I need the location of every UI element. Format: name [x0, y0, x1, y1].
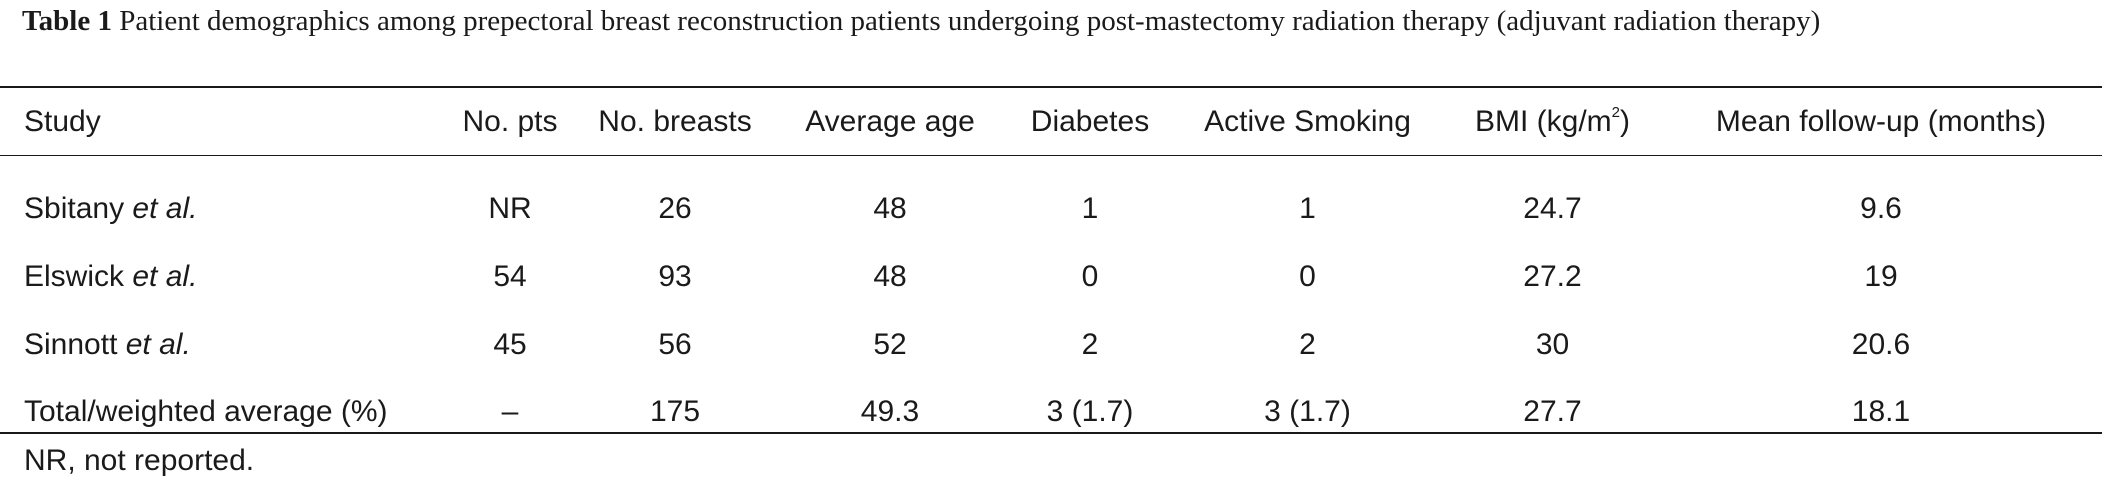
table-row: Elswick et al. 54 93 48 0 0 27.2 19: [0, 243, 2102, 311]
cell-pts: 54: [493, 260, 527, 293]
cell-breasts: 26: [658, 192, 692, 225]
header-age: Average age: [805, 104, 975, 138]
study-etal: et al.: [125, 328, 191, 361]
cell-followup: 9.6: [1860, 192, 1902, 225]
study-author: Sinnott: [24, 328, 118, 361]
cell-followup: 20.6: [1851, 328, 1911, 361]
cell-diabetes: 3 (1.7): [1046, 395, 1134, 428]
cell-total-label: Total/weighted average (%): [24, 395, 388, 428]
study-author: Sbitany: [24, 192, 125, 225]
table-caption: Table 1 Patient demographics among prepe…: [22, 2, 2092, 40]
header-bmi-sup: 2: [1611, 103, 1620, 121]
cell-study: Sinnott et al.: [0, 311, 440, 379]
cell-smoking: 1: [1299, 192, 1316, 225]
study-etal: et al.: [132, 260, 198, 293]
header-diabetes: Diabetes: [1030, 104, 1150, 138]
header-bmi: BMI (kg/m2): [1445, 88, 1660, 155]
cell-breasts: 56: [658, 328, 692, 361]
cell-smoking: 3 (1.7): [1264, 395, 1351, 428]
cell-followup: 18.1: [1851, 395, 1911, 428]
study-author: Elswick: [24, 260, 125, 293]
header-followup: Mean follow-up (months): [1715, 104, 2047, 138]
cell-pts: NR: [488, 192, 532, 225]
caption-label: Table 1: [22, 5, 112, 37]
table-bottom-rule: [0, 432, 2102, 434]
table-footnote: NR, not reported.: [24, 444, 255, 477]
table-top-rule: [0, 86, 2102, 88]
table-header-rule: [0, 155, 2102, 156]
cell-study: Elswick et al.: [0, 243, 440, 311]
cell-age: 49.3: [860, 395, 920, 428]
table-row: Sbitany et al. NR 26 48 1 1 24.7 9.6: [0, 155, 2102, 243]
cell-age: 52: [873, 328, 907, 361]
cell-pts: –: [501, 395, 519, 428]
caption-text: Patient demographics among prepectoral b…: [119, 5, 1821, 37]
cell-diabetes: 0: [1081, 260, 1099, 293]
header-bmi-suffix: ): [1620, 104, 1630, 138]
cell-breasts: 93: [658, 260, 692, 293]
cell-smoking: 2: [1299, 328, 1316, 361]
cell-age: 48: [873, 192, 907, 225]
header-bmi-prefix: BMI (kg/m: [1474, 104, 1612, 138]
table-row: Sinnott et al. 45 56 52 2 2 30 20.6: [0, 311, 2102, 379]
cell-study: Sbitany et al.: [0, 155, 440, 243]
cell-smoking: 0: [1299, 260, 1316, 293]
cell-bmi: 27.2: [1523, 260, 1582, 293]
header-smoking: Active Smoking: [1204, 104, 1411, 138]
cell-bmi: 27.7: [1523, 395, 1582, 428]
study-etal: et al.: [132, 192, 198, 225]
cell-bmi: 24.7: [1523, 192, 1582, 225]
cell-diabetes: 1: [1081, 192, 1099, 225]
table-row-total: Total/weighted average (%) – 175 49.3 3 …: [0, 379, 2102, 445]
cell-age: 48: [873, 260, 907, 293]
cell-bmi: 30: [1535, 328, 1570, 361]
header-breasts: No. breasts: [598, 104, 752, 138]
cell-followup: 19: [1864, 260, 1898, 293]
header-pts: No. pts: [462, 104, 558, 138]
demographics-table: Study No. pts No. breasts Average age Di…: [0, 88, 2102, 445]
cell-pts: 45: [493, 328, 527, 361]
cell-diabetes: 2: [1081, 328, 1099, 361]
header-study: Study: [24, 104, 101, 138]
cell-breasts: 175: [649, 395, 701, 428]
header-row: Study No. pts No. breasts Average age Di…: [0, 88, 2102, 155]
